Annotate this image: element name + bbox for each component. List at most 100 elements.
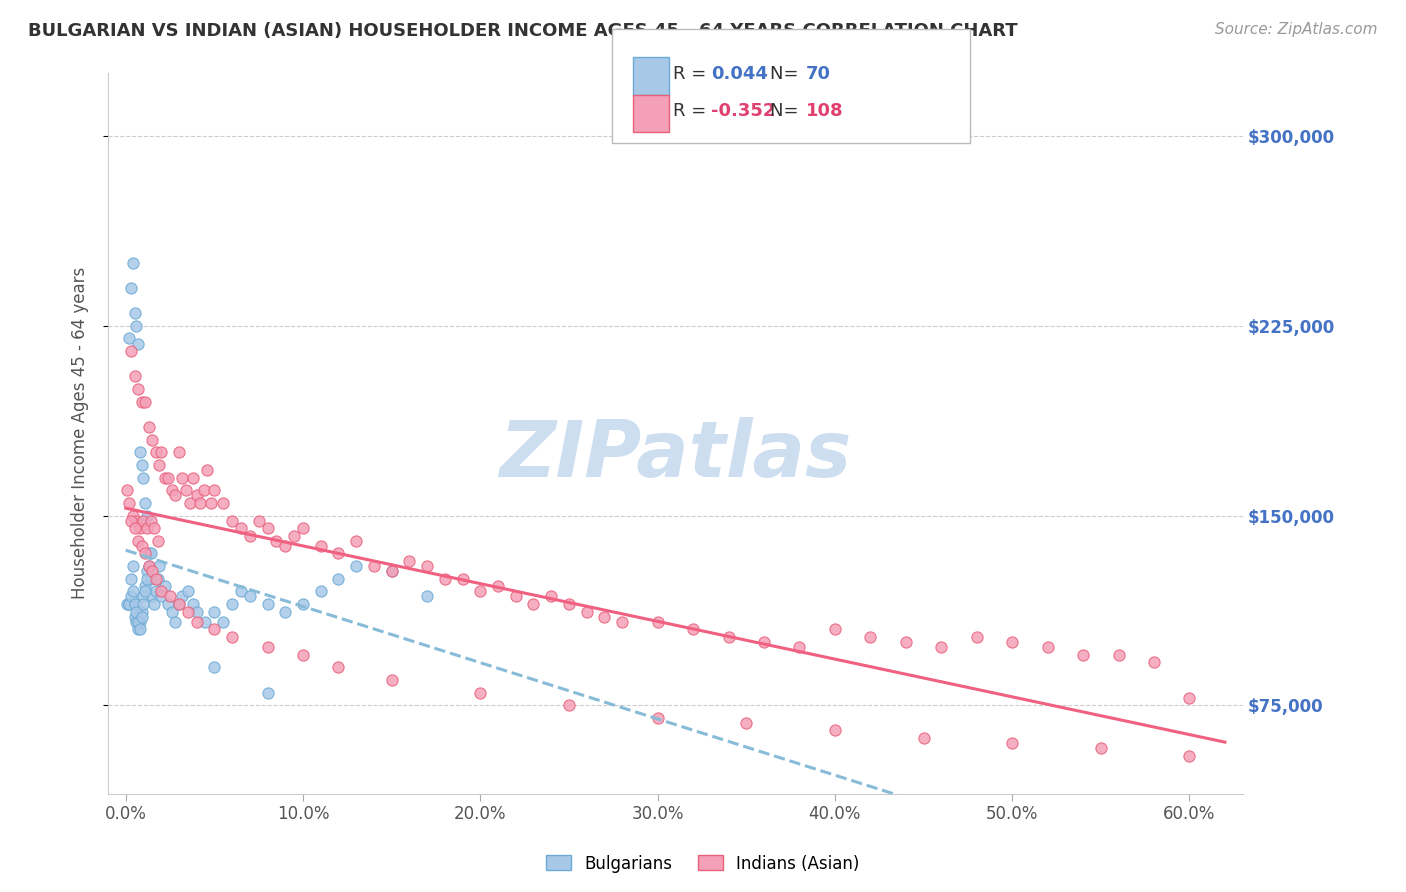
Point <box>118 496 141 510</box>
Point <box>1001 635 1024 649</box>
Point <box>929 640 952 654</box>
Point <box>150 590 173 604</box>
Point <box>188 496 211 510</box>
Point <box>1143 655 1166 669</box>
Point <box>274 605 297 619</box>
Point <box>136 508 159 523</box>
Point <box>292 521 315 535</box>
Point <box>470 584 492 599</box>
Point <box>167 445 190 459</box>
Point <box>824 723 846 738</box>
Point <box>229 521 252 535</box>
Point <box>125 318 148 333</box>
Point <box>124 306 146 320</box>
Text: 108: 108 <box>806 103 844 120</box>
Point <box>274 539 297 553</box>
Point <box>138 559 160 574</box>
Point <box>181 597 204 611</box>
Point <box>610 615 633 629</box>
Point <box>647 615 669 629</box>
Point <box>165 488 187 502</box>
Point <box>256 597 278 611</box>
Point <box>120 281 142 295</box>
Point <box>139 572 162 586</box>
Point <box>181 470 204 484</box>
Point <box>174 483 197 498</box>
Point <box>121 508 143 523</box>
Point <box>363 559 385 574</box>
Point <box>381 564 404 578</box>
Text: N=: N= <box>770 103 804 120</box>
Point <box>328 660 350 674</box>
Text: R =: R = <box>673 65 713 83</box>
Point <box>118 597 141 611</box>
Point <box>121 255 143 269</box>
Point <box>134 579 156 593</box>
Point <box>540 590 562 604</box>
Point <box>132 514 155 528</box>
Text: 70: 70 <box>806 65 831 83</box>
Point <box>121 559 143 574</box>
Point <box>647 711 669 725</box>
Point <box>125 615 148 629</box>
Point <box>186 615 208 629</box>
Point <box>157 597 180 611</box>
Point <box>120 572 142 586</box>
Point <box>1001 736 1024 750</box>
Point <box>141 433 163 447</box>
Point <box>328 546 350 560</box>
Point <box>129 615 152 629</box>
Point <box>309 584 332 599</box>
Point <box>193 483 215 498</box>
Point <box>134 584 156 599</box>
Point <box>124 597 146 611</box>
Point <box>125 605 148 619</box>
Text: Source: ZipAtlas.com: Source: ZipAtlas.com <box>1215 22 1378 37</box>
Point <box>328 572 350 586</box>
Point <box>1071 648 1094 662</box>
Point <box>120 590 142 604</box>
Point <box>131 609 153 624</box>
Point <box>138 559 160 574</box>
Point <box>1178 690 1201 705</box>
Point <box>859 630 882 644</box>
Point <box>132 597 155 611</box>
Point <box>202 660 225 674</box>
Point <box>292 597 315 611</box>
Point <box>717 630 740 644</box>
Point <box>153 470 176 484</box>
Point <box>141 590 163 604</box>
Point <box>682 622 704 636</box>
Point <box>132 470 155 484</box>
Y-axis label: Householder Income Ages 45 - 64 years: Householder Income Ages 45 - 64 years <box>72 268 89 599</box>
Legend: Bulgarians, Indians (Asian): Bulgarians, Indians (Asian) <box>540 848 866 880</box>
Point <box>143 597 166 611</box>
Point <box>160 605 183 619</box>
Point <box>179 496 201 510</box>
Point <box>1090 741 1112 756</box>
Point <box>146 572 169 586</box>
Point <box>433 572 456 586</box>
Point <box>138 420 160 434</box>
Point <box>129 622 152 636</box>
Point <box>735 715 758 730</box>
Point <box>118 331 141 345</box>
Point <box>256 521 278 535</box>
Point <box>145 445 167 459</box>
Point <box>292 648 315 662</box>
Point <box>134 496 156 510</box>
Point <box>239 529 262 543</box>
Point <box>134 546 156 560</box>
Point <box>139 514 162 528</box>
Point <box>148 458 170 472</box>
Text: ZIPatlas: ZIPatlas <box>499 417 852 493</box>
Point <box>256 685 278 699</box>
Point <box>558 597 581 611</box>
Point <box>381 564 404 578</box>
Point <box>309 539 332 553</box>
Point <box>134 394 156 409</box>
Point <box>177 584 200 599</box>
Text: R =: R = <box>673 103 713 120</box>
Point <box>1108 648 1130 662</box>
Point <box>148 559 170 574</box>
